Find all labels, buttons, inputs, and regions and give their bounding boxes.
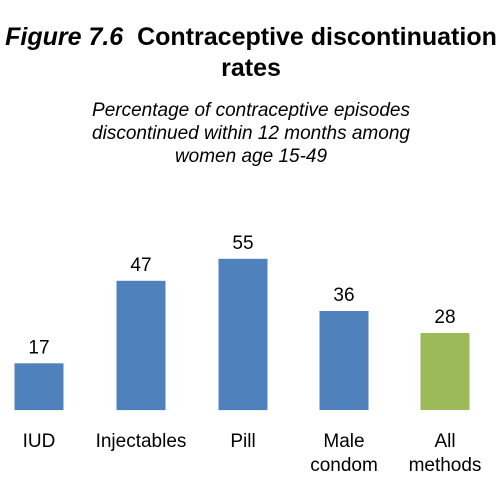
bar-all-methods — [421, 333, 470, 410]
data-label: 28 — [434, 307, 455, 328]
bar-iud — [15, 363, 64, 410]
category-label-line: All — [385, 430, 502, 454]
data-label: 55 — [232, 233, 253, 254]
data-label: 17 — [28, 337, 49, 358]
bar-injectables — [117, 281, 166, 410]
bar-male-condom — [320, 311, 369, 410]
category-label-line: methods — [385, 454, 502, 478]
bar-pill — [219, 259, 268, 410]
data-label: 36 — [333, 285, 354, 306]
data-label: 47 — [130, 255, 151, 276]
category-label: All methods — [385, 430, 502, 478]
